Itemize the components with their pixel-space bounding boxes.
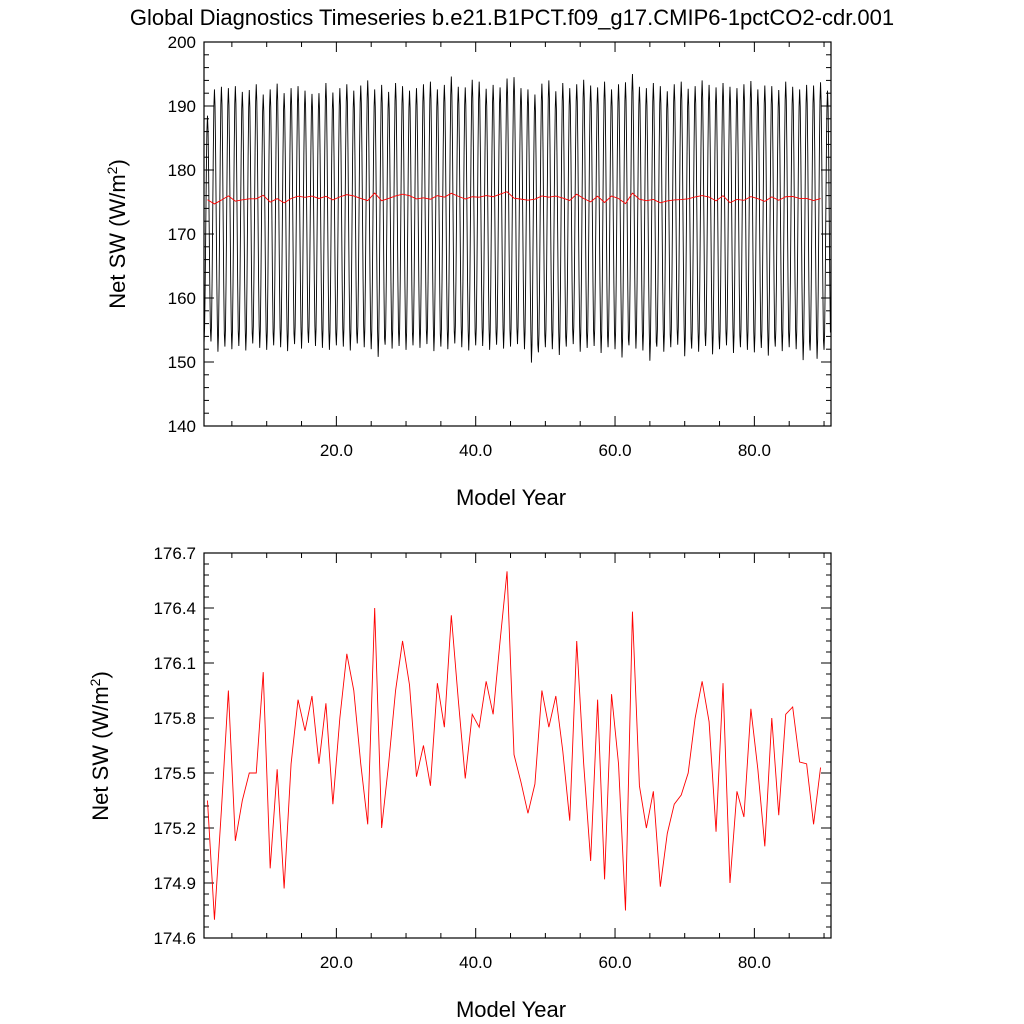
x-tick-label: 60.0 <box>598 441 631 460</box>
bottom-x-ticks: 20.0 40.0 60.0 80.0 <box>231 553 825 972</box>
y-tick-label: 150 <box>168 353 196 372</box>
x-tick-label: 40.0 <box>459 441 492 460</box>
monthly-series-line <box>203 73 831 363</box>
y-tick-label: 176.4 <box>153 599 196 618</box>
x-tick-label: 20.0 <box>320 953 353 972</box>
annual-mean-line <box>207 191 821 205</box>
y-tick-label: 175.8 <box>153 709 196 728</box>
annual-mean-line <box>207 571 821 920</box>
bottom-panel: 20.0 40.0 60.0 80.0 174.6 174.9 175.2 175.5 175… <box>87 544 832 1022</box>
y-tick-label: 175.5 <box>153 764 196 783</box>
y-tick-label: 170 <box>168 225 196 244</box>
y-tick-label: 174.9 <box>153 874 196 893</box>
top-series <box>203 73 831 363</box>
x-tick-label: 80.0 <box>738 953 771 972</box>
y-tick-label: 180 <box>168 161 196 180</box>
y-tick-label: 176.1 <box>153 654 196 673</box>
x-tick-label: 40.0 <box>459 953 492 972</box>
bottom-x-axis-label: Model Year <box>456 997 566 1022</box>
bottom-series <box>207 571 821 920</box>
y-tick-label: 200 <box>168 33 196 52</box>
top-y-axis-label: Net SW (W/m2) <box>104 159 130 309</box>
y-tick-label: 174.6 <box>153 929 196 948</box>
top-x-axis-label: Model Year <box>456 485 566 510</box>
x-tick-label: 80.0 <box>738 441 771 460</box>
top-y-ticks: 140 150 160 170 180 190 200 <box>168 33 831 436</box>
y-tick-label: 176.7 <box>153 544 196 563</box>
top-x-ticks: 20.0 40.0 60.0 80.0 <box>231 42 825 460</box>
x-tick-label: 60.0 <box>598 953 631 972</box>
bottom-y-axis-label: Net SW (W/m2) <box>87 671 113 821</box>
chart-title: Global Diagnostics Timeseries b.e21.B1PC… <box>130 5 894 30</box>
top-panel: 20.0 40.0 60.0 80.0 140 150 160 170 180 190 200 M… <box>104 33 832 510</box>
bottom-plot-frame <box>203 552 832 939</box>
bottom-y-ticks: 174.6 174.9 175.2 175.5 175.8 176.1 176.4 176.7 <box>153 544 831 948</box>
x-tick-label: 20.0 <box>320 441 353 460</box>
y-tick-label: 140 <box>168 417 196 436</box>
y-tick-label: 175.2 <box>153 819 196 838</box>
y-tick-label: 190 <box>168 97 196 116</box>
y-tick-label: 160 <box>168 289 196 308</box>
